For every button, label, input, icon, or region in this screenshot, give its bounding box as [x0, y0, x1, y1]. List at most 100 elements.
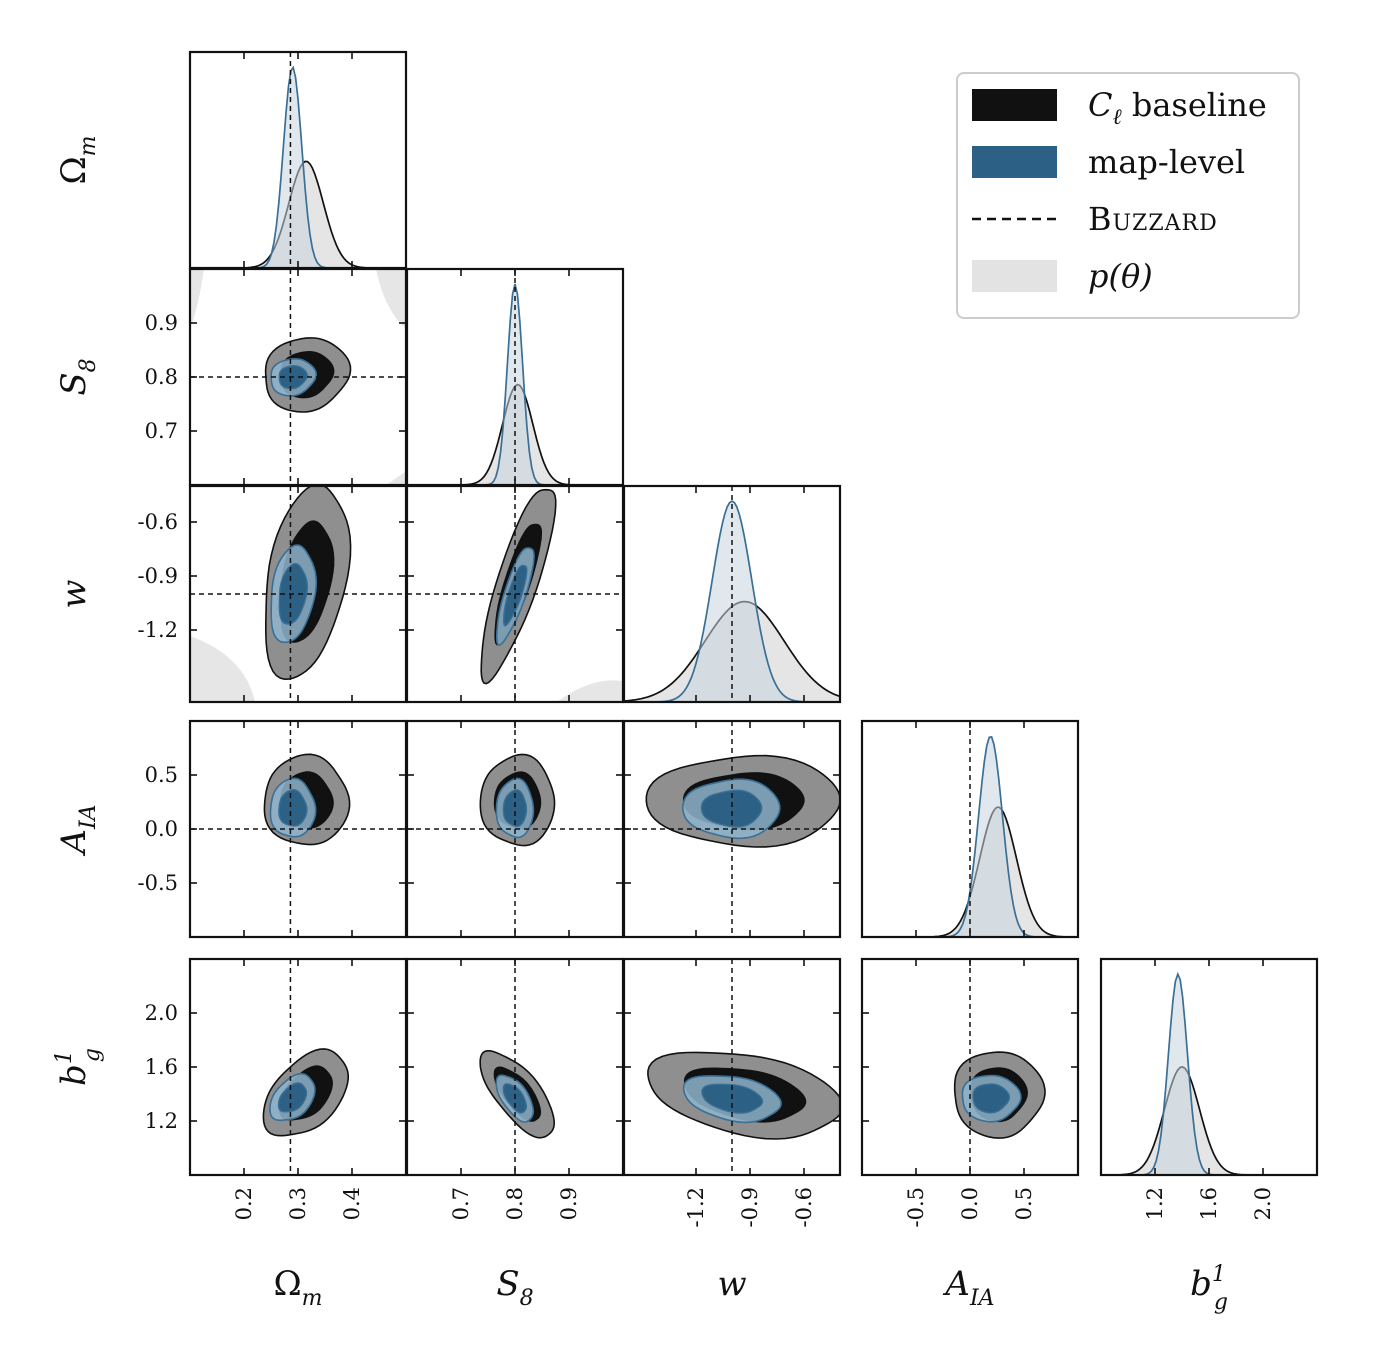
x-tick-label-w: -1.2 [684, 1187, 708, 1228]
axis-label-S8: S8 [496, 1264, 533, 1311]
axis-label-main: b [1190, 1264, 1212, 1304]
panel-content-w-bg [647, 959, 840, 1175]
legend-swatch-1 [972, 146, 1057, 178]
x-tick-label-Om: 0.4 [340, 1187, 364, 1220]
y-tick-label-w: -0.6 [138, 510, 179, 534]
axis-label-AIA: AIA [54, 804, 101, 856]
panel-content-S8-w [407, 486, 623, 702]
marginal-fill-w-1 [624, 501, 840, 702]
panel-content-bg-bg [1101, 971, 1317, 1175]
marginal-fill-S8-1 [407, 284, 623, 485]
panel-content-S8-AIA [407, 721, 623, 937]
x-tick-label-S8: 0.7 [449, 1187, 473, 1220]
legend-text-sub: ℓ [1112, 105, 1122, 130]
y-tick-label-w: -1.2 [138, 618, 179, 642]
marginal-line-S8-1 [407, 283, 623, 485]
x-tick-label-Om: 0.3 [286, 1187, 310, 1220]
legend-swatch-0 [972, 89, 1057, 121]
axis-label-main: Ω [54, 156, 94, 184]
prior-region [386, 471, 406, 485]
axis-label-sub: m [76, 135, 101, 156]
axis-label-AIA: AIA [942, 1264, 994, 1311]
x-tick-label-w: -0.9 [738, 1187, 762, 1228]
marginal-line-Om-1 [190, 65, 406, 268]
axis-label-sub: IA [76, 804, 101, 830]
marginal-line-bg-0 [1101, 1065, 1317, 1175]
y-tick-label-bg: 2.0 [145, 1001, 178, 1025]
panel-content-S8-S8 [407, 269, 623, 485]
legend-entry-3: p(θ) [1088, 257, 1153, 295]
y-tick-label-AIA: 0.5 [145, 763, 178, 787]
contour-68-map-level [502, 789, 528, 828]
x-tick-label-w: -0.6 [792, 1187, 816, 1228]
axis-label-main: w [717, 1264, 746, 1304]
x-tick-label-AIA: 0.0 [958, 1187, 982, 1220]
y-tick-label-S8: 0.8 [145, 365, 178, 389]
legend-text-rest: baseline [1122, 86, 1267, 124]
legend-entry-2: Buzzard [1088, 200, 1218, 238]
panel-content-S8-bg [479, 959, 556, 1175]
axis-label-bg: b1 g [1190, 1262, 1228, 1315]
axis-label-main: S [54, 372, 94, 395]
y-tick-label-S8: 0.9 [145, 311, 178, 335]
axis-label-w: w [717, 1264, 746, 1304]
axis-label-sup: 1 [1212, 1262, 1226, 1287]
y-tick-label-bg: 1.6 [145, 1055, 178, 1079]
axis-label-main: Ω [273, 1264, 301, 1304]
legend-box [956, 72, 1300, 319]
axis-label-Om: Ωm [54, 135, 101, 184]
axis-label-sub: g [1214, 1290, 1228, 1315]
contour-68-map-level [278, 789, 308, 827]
axis-label-main: A [942, 1264, 970, 1304]
panel-content-Om-bg [262, 959, 349, 1175]
marginal-fill-bg-0 [1101, 1066, 1317, 1175]
panel-frame-w-w [622, 484, 842, 704]
panel-content-Om-w [190, 486, 406, 702]
x-tick-label-bg: 1.6 [1197, 1187, 1221, 1220]
axis-label-main: S [496, 1264, 519, 1304]
x-tick-label-AIA: -0.5 [904, 1187, 928, 1228]
y-tick-label-AIA: -0.5 [138, 871, 179, 895]
panel-content-w-AIA [624, 721, 840, 937]
axis-label-sub: 8 [520, 1286, 534, 1311]
marginal-fill-AIA-0 [862, 807, 1078, 937]
contour-68-map-level [972, 1083, 1011, 1114]
panel-content-Om-AIA [190, 721, 406, 937]
axis-label-sub: g [80, 1048, 105, 1062]
axis-label-main: w [54, 579, 94, 608]
axis-label-sub: m [302, 1286, 323, 1311]
legend-text-main: C [1088, 86, 1112, 124]
axis-label-S8: S8 [54, 358, 101, 395]
prior-region [190, 636, 255, 702]
prior-region [557, 680, 623, 702]
axis-label-bg: b1 g [52, 1048, 105, 1086]
panel-content-Om-S8 [190, 269, 406, 485]
axis-label-main: A [54, 829, 94, 857]
panel-content-AIA-bg [953, 959, 1046, 1175]
x-tick-label-bg: 1.2 [1143, 1187, 1167, 1220]
x-tick-label-S8: 0.8 [503, 1187, 527, 1220]
y-tick-label-bg: 1.2 [145, 1109, 178, 1133]
legend-text-main: p(θ) [1088, 257, 1153, 295]
axis-label-Om: Ωm [273, 1264, 322, 1311]
x-tick-label-AIA: 0.5 [1012, 1187, 1036, 1220]
x-tick-label-bg: 2.0 [1251, 1187, 1275, 1220]
legend-entry-0: Cℓ baseline [1088, 86, 1267, 130]
y-tick-label-AIA: 0.0 [145, 817, 178, 841]
marginal-fill-Om-1 [190, 67, 406, 268]
marginal-line-AIA-1 [862, 735, 1078, 937]
axis-label-main: b [54, 1064, 94, 1086]
contour-68-map-level [277, 1082, 308, 1113]
prior-region [190, 269, 204, 329]
legend-entry-1: map-level [1088, 143, 1245, 181]
axis-label-sub: IA [969, 1286, 995, 1311]
legend-text-main: Buzzard [1088, 200, 1218, 238]
panel-content-AIA-AIA [862, 721, 1078, 937]
legend-text-main: map-level [1088, 143, 1245, 181]
axis-label-sup: 1 [52, 1050, 77, 1064]
axis-label-w: w [54, 579, 94, 608]
legend: Cℓ baseline map-level Buzzard p(θ) [956, 72, 1300, 319]
x-tick-label-Om: 0.2 [232, 1187, 256, 1220]
